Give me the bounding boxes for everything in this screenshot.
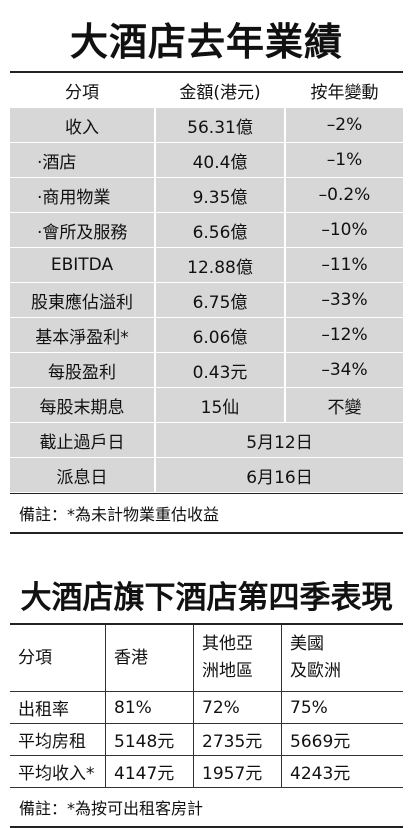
row-label: 基本淨盈利* bbox=[10, 318, 156, 352]
header-other-asia: 其他亞 洲地區 bbox=[194, 625, 282, 691]
cell-us-europe: 5669元 bbox=[290, 732, 351, 752]
header-item: 分項 bbox=[10, 625, 106, 691]
table-row: 平均收入* 4147元 1957元 4243元 bbox=[10, 756, 403, 788]
cell-hong-kong: 5148元 bbox=[106, 724, 194, 755]
row-change: –1% bbox=[286, 143, 403, 177]
row-amount: 6.56億 bbox=[156, 213, 286, 247]
row-change: –34% bbox=[286, 353, 403, 387]
row-amount: 56.31億 bbox=[156, 108, 286, 142]
cell-other-asia: 72% bbox=[194, 692, 282, 723]
table-row: 出租率 81% 72% 75% bbox=[10, 692, 403, 724]
row-change: –10% bbox=[286, 213, 403, 247]
report-frame: 大酒店去年業績 分項 金額(港元) 按年變動 收入 56.31億 –2% ‧酒店… bbox=[10, 5, 403, 828]
row-amount: 12.88億 bbox=[156, 248, 286, 282]
table-row: 每股末期息 15仙 不變 bbox=[10, 388, 403, 423]
header-amount: 金額(港元) bbox=[156, 73, 286, 107]
row-label: 平均房租 bbox=[10, 724, 106, 755]
table-row: ‧會所及服務 6.56億 –10% bbox=[10, 213, 403, 248]
cell-other-asia: 1957元 bbox=[194, 756, 282, 787]
row-change: –11% bbox=[286, 248, 403, 282]
row-label: 每股末期息 bbox=[10, 388, 156, 422]
row-amount: 6.06億 bbox=[156, 318, 286, 352]
cell-us-europe: 75% bbox=[290, 697, 328, 718]
header-item: 分項 bbox=[10, 73, 156, 107]
row-change: –33% bbox=[286, 283, 403, 317]
table1-title: 大酒店去年業績 bbox=[69, 19, 343, 64]
row-amount: 9.35億 bbox=[156, 178, 286, 212]
table-row: 截止過戶日 5月12日 bbox=[10, 423, 403, 458]
row-label: 出租率 bbox=[10, 692, 106, 723]
results-table: 分項 金額(港元) 按年變動 收入 56.31億 –2% ‧酒店 40.4億 –… bbox=[10, 71, 403, 534]
table-row: 每股盈利 0.43元 –34% bbox=[10, 353, 403, 388]
table-row: ‧商用物業 9.35億 –0.2% bbox=[10, 178, 403, 213]
table2-title: 大酒店旗下酒店第四季表現 bbox=[20, 579, 393, 616]
row-amount: 0.43元 bbox=[156, 353, 286, 387]
header-hong-kong: 香港 bbox=[106, 625, 194, 691]
table-row: 派息日 6月16日 bbox=[10, 458, 403, 493]
row-label: ‧酒店 bbox=[10, 143, 156, 177]
table-row: 基本淨盈利* 6.06億 –12% bbox=[10, 318, 403, 353]
row-amount: 15仙 bbox=[156, 388, 286, 422]
header-yoy-change: 按年變動 bbox=[286, 73, 403, 107]
row-label: 平均收入* bbox=[10, 756, 106, 787]
table1-header-row: 分項 金額(港元) 按年變動 bbox=[10, 73, 403, 108]
table-row: 收入 56.31億 –2% bbox=[10, 108, 403, 143]
row-change: 不變 bbox=[286, 388, 403, 422]
row-label: 收入 bbox=[10, 108, 156, 142]
cell-hong-kong: 4147元 bbox=[106, 756, 194, 787]
row-label: 股東應佔溢利 bbox=[10, 283, 156, 317]
row-label: 每股盈利 bbox=[10, 353, 156, 387]
header-line: 及歐洲 bbox=[290, 661, 341, 681]
table1-footnote: 備註：*為未計物業重估收益 bbox=[10, 493, 403, 534]
header-line: 洲地區 bbox=[202, 661, 253, 681]
row-change: –12% bbox=[286, 318, 403, 352]
row-label: 派息日 bbox=[10, 458, 156, 492]
header-line: 其他亞 bbox=[202, 634, 253, 654]
row-date: 6月16日 bbox=[156, 458, 403, 492]
cell-other-asia: 2735元 bbox=[194, 724, 282, 755]
row-amount: 6.75億 bbox=[156, 283, 286, 317]
header-line: 美國 bbox=[290, 634, 324, 654]
row-amount: 40.4億 bbox=[156, 143, 286, 177]
table2-header-row: 分項 香港 其他亞 洲地區 美國 及歐洲 bbox=[10, 625, 403, 692]
header-us-europe: 美國 及歐洲 bbox=[282, 625, 403, 691]
row-change: –0.2% bbox=[286, 178, 403, 212]
row-label: ‧商用物業 bbox=[10, 178, 156, 212]
table-row: 平均房租 5148元 2735元 5669元 bbox=[10, 724, 403, 756]
table-row: 股東應佔溢利 6.75億 –33% bbox=[10, 283, 403, 318]
table-row: EBITDA 12.88億 –11% bbox=[10, 248, 403, 283]
cell-us-europe: 4243元 bbox=[290, 764, 351, 784]
row-label: EBITDA bbox=[10, 248, 156, 282]
cell-hong-kong: 81% bbox=[106, 692, 194, 723]
row-date: 5月12日 bbox=[156, 423, 403, 457]
row-label: 截止過戶日 bbox=[10, 423, 156, 457]
row-change: –2% bbox=[286, 108, 403, 142]
table2-footnote: 備註：*為按可出租客房計 bbox=[10, 788, 403, 828]
hotel-performance-table: 分項 香港 其他亞 洲地區 美國 及歐洲 出租率 81% 72% 75% 平均 bbox=[10, 623, 403, 828]
row-label: ‧會所及服務 bbox=[10, 213, 156, 247]
table-row: ‧酒店 40.4億 –1% bbox=[10, 143, 403, 178]
